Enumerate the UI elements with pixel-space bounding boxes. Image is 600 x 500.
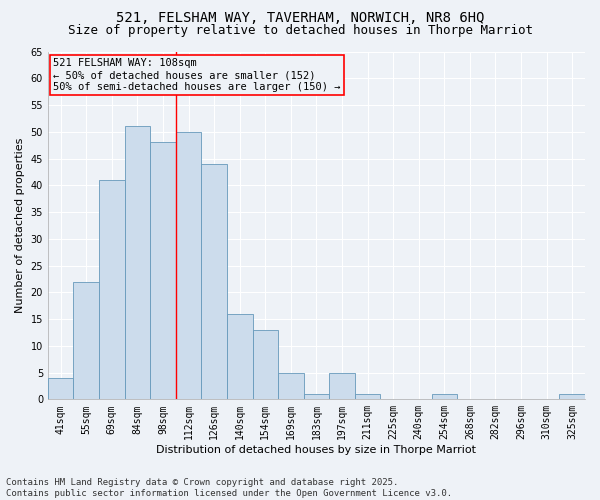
Text: Size of property relative to detached houses in Thorpe Marriot: Size of property relative to detached ho…	[67, 24, 533, 37]
Bar	[329, 372, 355, 400]
Bar	[150, 142, 176, 400]
X-axis label: Distribution of detached houses by size in Thorpe Marriot: Distribution of detached houses by size …	[157, 445, 476, 455]
Text: 521, FELSHAM WAY, TAVERHAM, NORWICH, NR8 6HQ: 521, FELSHAM WAY, TAVERHAM, NORWICH, NR8…	[116, 11, 484, 25]
Bar	[559, 394, 585, 400]
Bar	[73, 282, 99, 400]
Text: 521 FELSHAM WAY: 108sqm
← 50% of detached houses are smaller (152)
50% of semi-d: 521 FELSHAM WAY: 108sqm ← 50% of detache…	[53, 58, 341, 92]
Bar	[202, 164, 227, 400]
Bar	[227, 314, 253, 400]
Bar	[176, 132, 202, 400]
Bar	[99, 180, 125, 400]
Bar	[253, 330, 278, 400]
Bar	[278, 372, 304, 400]
Text: Contains HM Land Registry data © Crown copyright and database right 2025.
Contai: Contains HM Land Registry data © Crown c…	[6, 478, 452, 498]
Bar	[355, 394, 380, 400]
Bar	[48, 378, 73, 400]
Bar	[431, 394, 457, 400]
Bar	[304, 394, 329, 400]
Bar	[125, 126, 150, 400]
Y-axis label: Number of detached properties: Number of detached properties	[15, 138, 25, 313]
